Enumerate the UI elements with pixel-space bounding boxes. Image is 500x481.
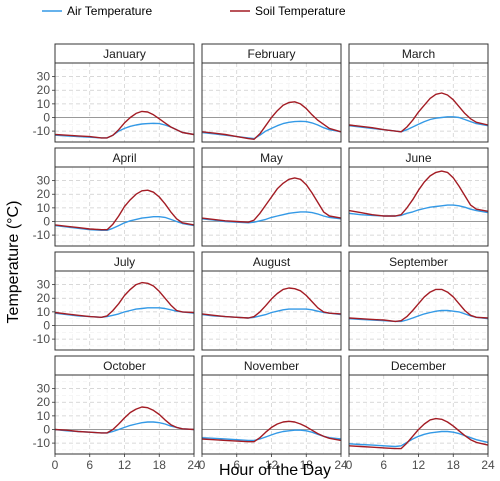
soil-temperature-line xyxy=(348,417,489,450)
panel-title: April xyxy=(112,151,136,165)
soil-temperature-line xyxy=(348,288,489,323)
y-tick-label: 10 xyxy=(37,305,51,319)
y-tick-label: -10 xyxy=(33,124,51,138)
panel-title: May xyxy=(260,151,283,165)
legend-label: Soil Temperature xyxy=(255,4,346,18)
panel-title: February xyxy=(247,47,295,61)
x-tick-label: 12 xyxy=(118,458,132,472)
panel-title: December xyxy=(391,359,446,373)
panel-border xyxy=(54,62,195,143)
y-tick-label: 0 xyxy=(43,214,50,228)
soil-temperature-line xyxy=(54,281,195,318)
y-tick-label: 20 xyxy=(37,291,51,305)
panel-background xyxy=(349,167,488,246)
panel-border xyxy=(348,62,489,143)
panel-background xyxy=(55,63,194,142)
x-tick-label: 0 xyxy=(346,458,353,472)
legend-item-soil: Soil Temperature xyxy=(230,4,346,18)
x-tick-label: 0 xyxy=(52,458,59,472)
x-axis-title: Hour of the Day xyxy=(219,462,331,479)
x-tick-label: 18 xyxy=(153,458,167,472)
soil-temperature-line xyxy=(54,110,195,139)
soil-temperature-line xyxy=(348,92,489,133)
panel-border xyxy=(348,166,489,247)
panel-border xyxy=(54,166,195,247)
panel-title: June xyxy=(405,151,431,165)
y-tick-label: 20 xyxy=(37,187,51,201)
panel-background xyxy=(202,375,341,454)
panel-border xyxy=(201,166,342,247)
x-tick-label: 0 xyxy=(199,458,206,472)
panel-title: August xyxy=(253,255,291,269)
y-tick-label: -10 xyxy=(33,228,51,242)
panel-february: February xyxy=(201,43,342,143)
panel-background xyxy=(349,271,488,350)
panel-background xyxy=(349,63,488,142)
soil-temperature-line xyxy=(201,177,342,223)
legend: Air Temperature Soil Temperature xyxy=(42,4,346,18)
air-temperature-line xyxy=(201,429,342,442)
panel-background xyxy=(202,271,341,350)
x-tick-label: 6 xyxy=(86,458,93,472)
panel-title: September xyxy=(389,255,448,269)
y-tick-label: 30 xyxy=(37,382,51,396)
panel-background xyxy=(55,375,194,454)
x-tick-label: 12 xyxy=(265,458,279,472)
y-tick-label: 30 xyxy=(37,174,51,188)
soil-temperature-line xyxy=(348,170,489,217)
panel-november: November 0 6 12 18 24 xyxy=(199,355,348,472)
x-tick-label: 24 xyxy=(334,458,348,472)
x-tick-label: 12 xyxy=(412,458,426,472)
x-tick-label: 24 xyxy=(187,458,201,472)
soil-temperature-line xyxy=(201,287,342,319)
soil-temperature-line xyxy=(201,420,342,443)
y-tick-label: 0 xyxy=(43,422,50,436)
y-tick-label: 0 xyxy=(43,110,50,124)
y-tick-label: 10 xyxy=(37,201,51,215)
legend-label: Air Temperature xyxy=(67,4,152,18)
y-tick-label: -10 xyxy=(33,436,51,450)
soil-temperature-line xyxy=(54,189,195,231)
y-tick-label: 30 xyxy=(37,278,51,292)
panel-border xyxy=(201,62,342,143)
panel-background xyxy=(202,63,341,142)
x-tick-label: 24 xyxy=(481,458,495,472)
x-tick-label: 18 xyxy=(447,458,461,472)
y-tick-label: 20 xyxy=(37,83,51,97)
panel-border xyxy=(201,270,342,351)
panel-august: August xyxy=(201,251,342,351)
y-tick-label: 0 xyxy=(43,318,50,332)
panel-border xyxy=(348,270,489,351)
panel-title: July xyxy=(114,255,135,269)
panel-september: September xyxy=(348,251,489,351)
panel-background xyxy=(349,375,488,454)
soil-temperature-line xyxy=(201,101,342,141)
y-axis-title: Temperature (°C) xyxy=(5,201,22,324)
x-tick-label: 18 xyxy=(300,458,314,472)
soil-temperature-line xyxy=(54,406,195,434)
y-tick-label: 30 xyxy=(37,70,51,84)
panel-title: January xyxy=(103,47,146,61)
y-tick-label: -10 xyxy=(33,332,51,346)
panel-may: May xyxy=(201,147,342,247)
y-tick-label: 10 xyxy=(37,97,51,111)
y-tick-label: 20 xyxy=(37,395,51,409)
panel-december: December 0 6 12 18 24 xyxy=(346,355,495,472)
y-tick-label: 10 xyxy=(37,409,51,423)
panel-title: November xyxy=(244,359,299,373)
panel-title: March xyxy=(402,47,435,61)
legend-item-air: Air Temperature xyxy=(42,4,152,18)
x-tick-label: 6 xyxy=(380,458,387,472)
panel-title: October xyxy=(103,359,146,373)
panel-june: June xyxy=(348,147,489,247)
panel-march: March xyxy=(348,43,489,143)
x-tick-label: 6 xyxy=(233,458,240,472)
panel-border xyxy=(54,270,195,351)
